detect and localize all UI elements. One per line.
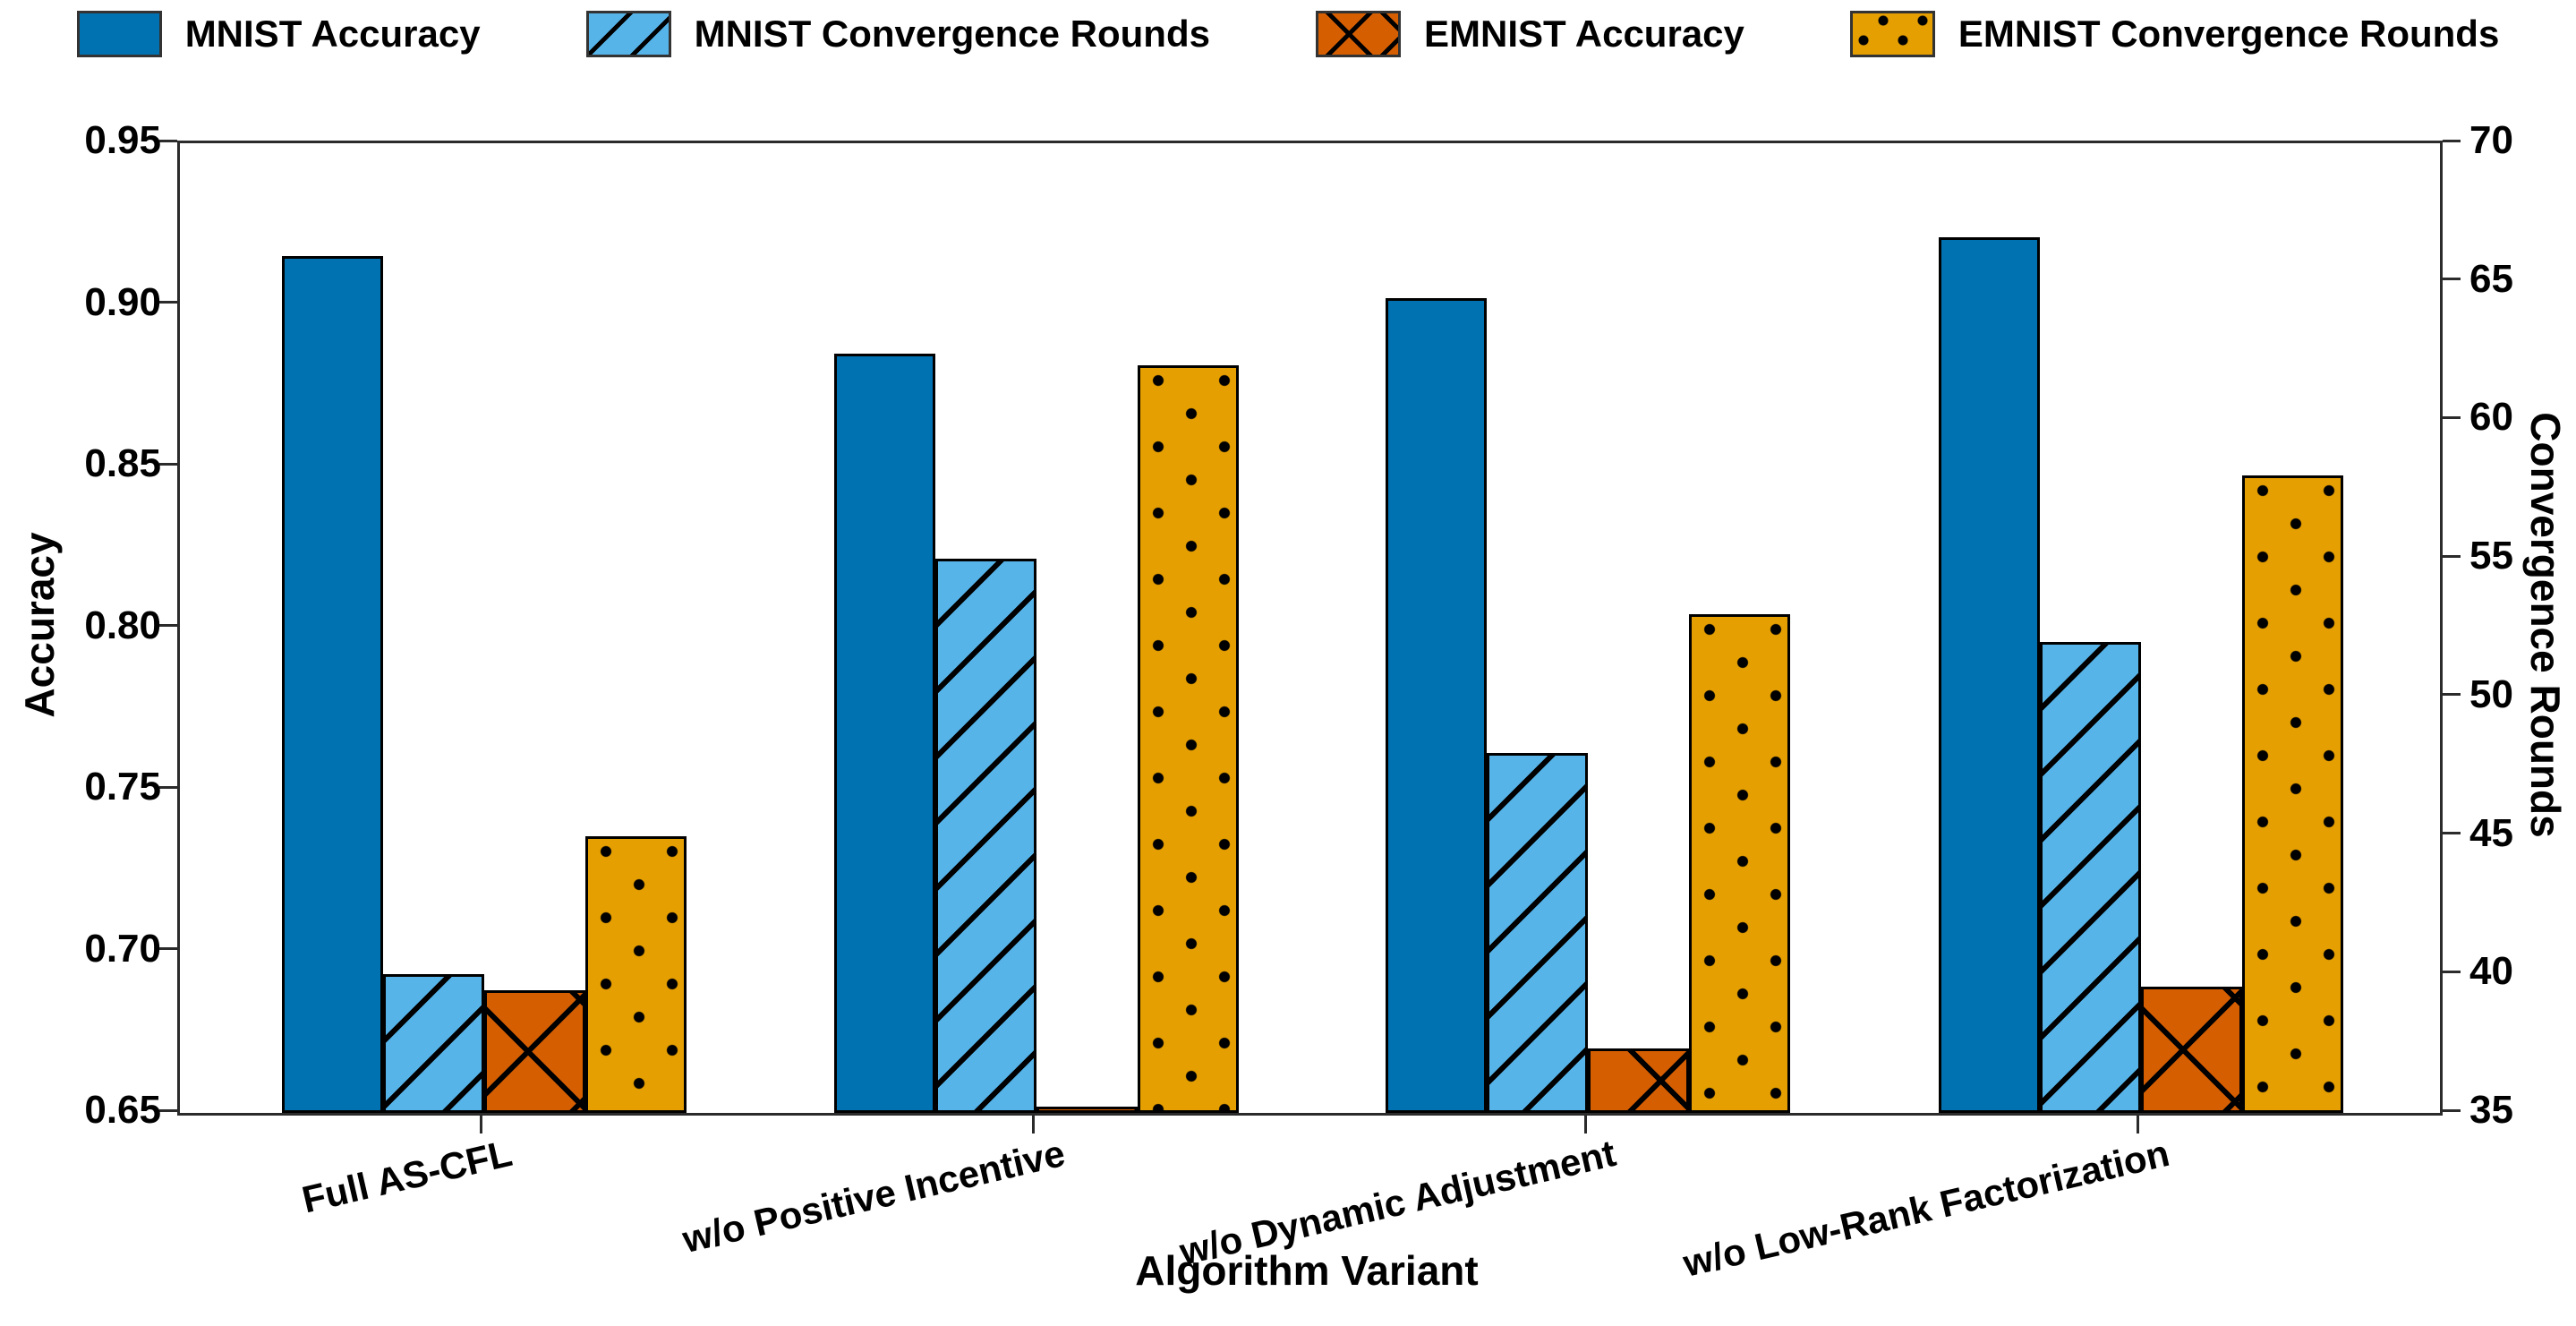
y-axis-right-tick xyxy=(2443,970,2461,973)
bar-emnist-convergence-rounds-w-o-dynamic-adjustment xyxy=(1689,614,1791,1113)
bar-emnist-accuracy-w-o-positive-incentive xyxy=(1036,1106,1138,1113)
y-axis-left-tick-label: 0.90 xyxy=(84,279,161,324)
bar-mnist-convergence-rounds-w-o-dynamic-adjustment xyxy=(1487,752,1589,1113)
legend-swatch-mnist-convergence-rounds xyxy=(585,11,671,57)
bar-mnist-accuracy-w-o-positive-incentive xyxy=(833,353,935,1113)
y-axis-left-tick-label: 0.70 xyxy=(84,926,161,971)
y-axis-right-tick-label: 50 xyxy=(2469,672,2513,716)
x-axis-tick-label-w-o-positive-incentive: w/o Positive Incentive xyxy=(678,1132,1069,1261)
legend-label: MNIST Convergence Rounds xyxy=(694,13,1210,55)
legend-label: EMNIST Convergence Rounds xyxy=(1958,13,2500,55)
y-axis-right-tick-label: 35 xyxy=(2469,1088,2513,1132)
y-axis-right-tick xyxy=(2443,693,2461,697)
y-axis-right-tick-label: 55 xyxy=(2469,534,2513,578)
x-axis-title: Algorithm Variant xyxy=(1135,1247,1479,1294)
y-axis-right-tick-label: 40 xyxy=(2469,949,2513,994)
bar-emnist-convergence-rounds-full-as-cfl xyxy=(584,835,687,1113)
y-axis-right-tick-label: 60 xyxy=(2469,395,2513,440)
x-axis-tick xyxy=(1583,1116,1587,1134)
x-axis-tick xyxy=(1032,1116,1036,1134)
legend-swatch-emnist-accuracy xyxy=(1315,11,1401,57)
bar-emnist-accuracy-w-o-low-rank-factorization xyxy=(2140,987,2242,1113)
y-axis-right-tick xyxy=(2443,139,2461,142)
legend-swatch-mnist-accuracy xyxy=(76,11,162,57)
y-axis-left-title: Accuracy xyxy=(16,532,63,718)
y-axis-left-tick-label: 0.65 xyxy=(84,1088,161,1132)
bar-mnist-convergence-rounds-w-o-positive-incentive xyxy=(934,559,1036,1113)
y-axis-right-tick-label: 45 xyxy=(2469,810,2513,855)
legend-label: EMNIST Accuracy xyxy=(1423,13,1744,55)
y-axis-right-title: Convergence Rounds xyxy=(2522,412,2569,838)
y-axis-left-tick xyxy=(159,139,177,142)
legend-item-emnist-convergence-rounds: EMNIST Convergence Rounds xyxy=(1849,11,2500,57)
bar-emnist-accuracy-full-as-cfl xyxy=(483,989,585,1113)
y-axis-left-tick xyxy=(159,1108,177,1112)
bar-mnist-accuracy-w-o-low-rank-factorization xyxy=(1938,236,2040,1113)
x-axis-tick xyxy=(2137,1116,2140,1134)
y-axis-left-tick xyxy=(159,301,177,304)
y-axis-left-tick xyxy=(159,462,177,466)
y-axis-left-tick xyxy=(159,785,177,789)
y-axis-right-tick xyxy=(2443,554,2461,558)
y-axis-right-tick xyxy=(2443,1108,2461,1112)
bar-mnist-accuracy-w-o-dynamic-adjustment xyxy=(1386,298,1488,1113)
y-axis-right-tick xyxy=(2443,415,2461,419)
x-axis-tick-label-w-o-low-rank-factorization: w/o Low-Rank Factorization xyxy=(1678,1132,2173,1285)
legend-item-mnist-accuracy: MNIST Accuracy xyxy=(76,11,481,57)
x-axis-tick-label-full-as-cfl: Full AS-CFL xyxy=(298,1132,516,1221)
y-axis-right-tick xyxy=(2443,278,2461,281)
y-axis-left-tick-label: 0.75 xyxy=(84,765,161,808)
bar-emnist-convergence-rounds-w-o-low-rank-factorization xyxy=(2241,475,2343,1113)
bar-emnist-accuracy-w-o-dynamic-adjustment xyxy=(1588,1048,1690,1113)
bar-mnist-convergence-rounds-w-o-low-rank-factorization xyxy=(2039,641,2141,1113)
bar-emnist-convergence-rounds-w-o-positive-incentive xyxy=(1137,364,1239,1113)
y-axis-left-tick-label: 0.95 xyxy=(84,118,161,162)
y-axis-left-tick-label: 0.80 xyxy=(84,603,161,647)
legend-item-mnist-convergence-rounds: MNIST Convergence Rounds xyxy=(585,11,1210,57)
y-axis-right-tick-label: 65 xyxy=(2469,256,2513,301)
plot-area xyxy=(177,141,2443,1116)
legend-swatch-emnist-convergence-rounds xyxy=(1849,11,1935,57)
y-axis-left-tick-label: 0.85 xyxy=(84,441,161,485)
y-axis-left-tick xyxy=(159,947,177,950)
y-axis-right-tick xyxy=(2443,832,2461,835)
legend-item-emnist-accuracy: EMNIST Accuracy xyxy=(1315,11,1744,57)
legend: MNIST Accuracy MNIST Convergence Rounds EM… xyxy=(0,11,2576,57)
legend-label: MNIST Accuracy xyxy=(184,13,481,55)
bar-mnist-accuracy-full-as-cfl xyxy=(281,256,383,1113)
y-axis-right-tick-label: 70 xyxy=(2469,118,2513,162)
x-axis-tick xyxy=(480,1116,483,1134)
y-axis-left-tick xyxy=(159,624,177,627)
bar-mnist-convergence-rounds-full-as-cfl xyxy=(382,974,484,1113)
